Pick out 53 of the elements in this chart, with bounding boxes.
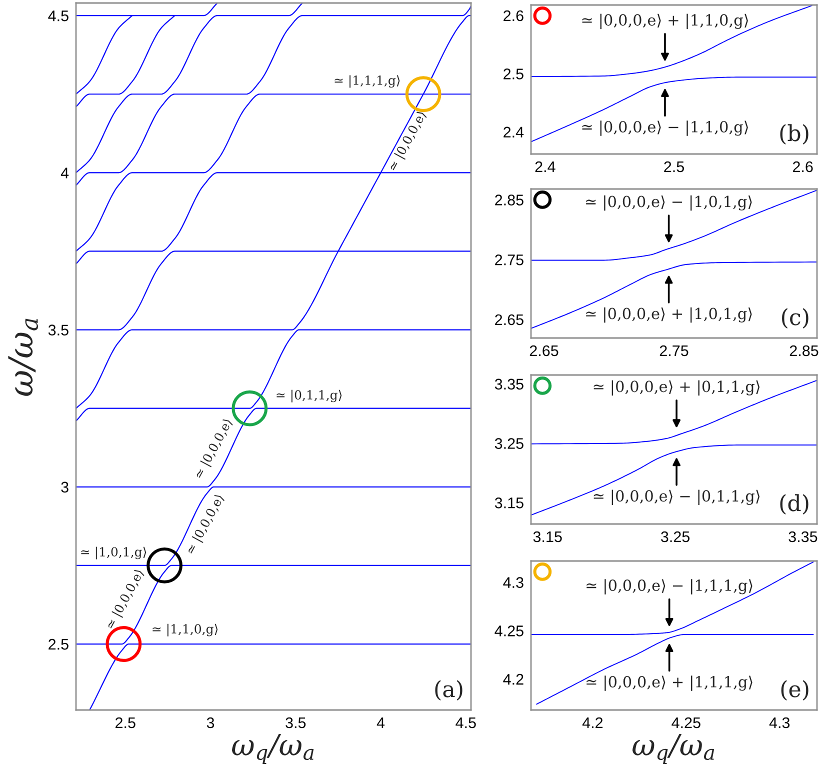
x-tick-label: 2.6 <box>792 161 813 172</box>
x-tick-label: 3.35 <box>788 531 818 542</box>
x-tick-label: 4.2 <box>582 717 603 728</box>
y-tick-label: 4.3 <box>503 577 524 588</box>
y-axis-title: ω/ω$_{a}$ <box>8 318 38 396</box>
annotation: ≃ |0,0,0,e⟩ − |1,0,1,g⟩ <box>586 195 752 211</box>
annotation: ≃ |0,0,0,e⟩ + |1,0,1,g⟩ <box>586 307 752 323</box>
x-axis-title: ω$_{q}$/ω$_{a}$ <box>632 734 714 764</box>
x-tick-label: 3.15 <box>533 531 562 542</box>
y-tick-label: 2.75 <box>495 254 524 266</box>
annotation: ≃ |1,1,1,g⟩ <box>334 75 400 88</box>
annotation: ≃ |0,0,0,e⟩ + |1,1,0,g⟩ <box>582 14 748 30</box>
x-tick-label: 2.75 <box>660 345 688 356</box>
x-tick-label: 3.5 <box>286 717 306 728</box>
annotation: ≃ |0,0,0,e⟩ − |1,1,0,g⟩ <box>582 120 748 136</box>
annotation: ≃ |0,0,0,e⟩ − |0,1,1,g⟩ <box>594 490 760 506</box>
annotation: (d) <box>780 494 808 515</box>
y-tick-label: 2.85 <box>495 194 524 206</box>
x-tick-label: 4.25 <box>672 717 700 728</box>
annotation: ≃ |0,0,0,e⟩ + |1,1,1,g⟩ <box>586 676 752 691</box>
annotation: ≃ |1,1,0,g⟩ <box>152 624 218 636</box>
x-tick-label: 2.4 <box>535 161 556 172</box>
annotation: (c) <box>782 308 808 329</box>
x-tick-label: 4.5 <box>456 718 476 728</box>
y-tick-label: 2.65 <box>495 314 524 326</box>
y-tick-label: 4.2 <box>503 674 524 685</box>
x-tick-label: 3 <box>206 717 214 728</box>
x-tick-label: 2.5 <box>664 161 684 172</box>
annotation: ≃ |0,1,1,g⟩ <box>276 390 342 402</box>
annotation: (a) <box>435 680 462 701</box>
x-tick-label: 4 <box>376 718 385 728</box>
x-tick-label: 3.25 <box>660 531 690 542</box>
y-tick-label: 2.5 <box>504 68 524 80</box>
x-tick-label: 4.3 <box>769 717 790 728</box>
y-tick-label: 3.35 <box>494 378 524 390</box>
annotation: ≃ |0,0,0,e⟩ + |0,1,1,g⟩ <box>594 380 760 396</box>
annotation: (e) <box>781 680 808 701</box>
y-tick-label: 2.4 <box>504 126 524 138</box>
x-axis-title: ω$_{q}$/ω$_{a}$ <box>232 734 314 764</box>
y-tick-label: 2.6 <box>504 10 524 22</box>
x-tick-label: 2.85 <box>790 345 818 356</box>
y-tick-label: 3.25 <box>494 438 524 449</box>
y-tick-label: 4.5 <box>48 10 68 22</box>
annotation: ≃ |0,0,0,e⟩ − |1,1,1,g⟩ <box>586 579 752 594</box>
annotation: (b) <box>780 124 808 145</box>
y-tick-label: 4.25 <box>494 626 524 636</box>
y-tick-label: 3.5 <box>48 324 68 336</box>
x-tick-label: 2.5 <box>116 717 136 728</box>
y-tick-label: 3.15 <box>494 497 524 508</box>
y-tick-label: 3 <box>61 482 68 493</box>
x-tick-label: 2.65 <box>530 345 558 356</box>
annotation: ≃ |1,0,1,g⟩ <box>81 546 146 560</box>
y-tick-label: 2.5 <box>48 638 68 650</box>
